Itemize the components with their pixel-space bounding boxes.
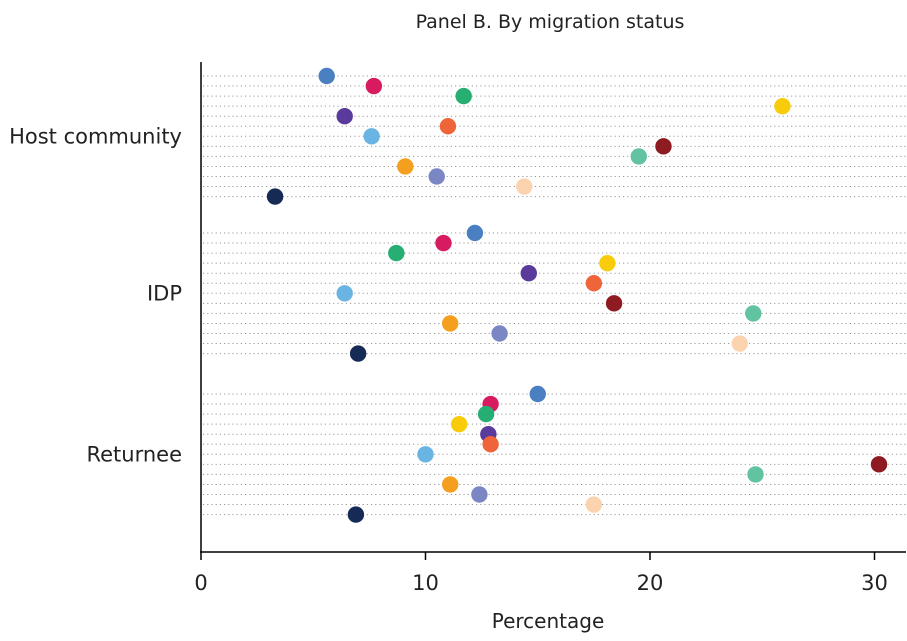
x-axis-title: Percentage (492, 609, 605, 633)
data-point (630, 148, 647, 165)
data-point (516, 178, 533, 195)
data-point (471, 486, 488, 503)
data-point (599, 254, 616, 272)
data-point (529, 385, 546, 403)
data-point (349, 345, 367, 362)
data-point (417, 446, 434, 463)
data-point (397, 158, 414, 175)
x-tick-label: 0 (194, 571, 207, 595)
data-point (363, 128, 380, 145)
category-label: Host community (9, 124, 182, 148)
data-point (605, 295, 623, 312)
data-point (455, 87, 472, 105)
data-point (655, 138, 672, 155)
data-point (466, 224, 484, 242)
x-tick-label: 20 (637, 571, 664, 595)
data-point (870, 456, 888, 473)
data-point (435, 234, 452, 252)
category-labels: Host community IDP Returnee (9, 124, 182, 466)
data-point (520, 265, 537, 282)
data-point (491, 325, 508, 342)
data-point (585, 496, 603, 513)
data-point (365, 77, 383, 95)
category-label: Returnee (86, 442, 182, 466)
data-point (585, 275, 603, 292)
data-point (477, 405, 495, 423)
x-tick-label: 30 (861, 571, 888, 595)
data-point (441, 315, 459, 332)
data-point (747, 466, 764, 483)
data-point (450, 415, 468, 433)
data-point (482, 436, 499, 453)
data-point (774, 97, 791, 115)
data-point (347, 506, 365, 523)
data-points (266, 67, 888, 523)
data-point (441, 476, 459, 493)
guide-lines (203, 75, 906, 516)
data-point (336, 108, 353, 125)
x-ticks: 0 10 20 30 (194, 552, 888, 595)
data-point (731, 335, 748, 352)
data-point (266, 188, 284, 205)
data-point (388, 244, 405, 262)
chart-title: Panel B. By migration status (416, 11, 685, 33)
data-point (428, 168, 445, 185)
category-label: IDP (147, 281, 182, 305)
x-tick-label: 10 (412, 571, 439, 595)
data-point (336, 285, 353, 302)
data-point (745, 305, 762, 322)
data-point (439, 118, 457, 135)
data-point (318, 67, 335, 85)
